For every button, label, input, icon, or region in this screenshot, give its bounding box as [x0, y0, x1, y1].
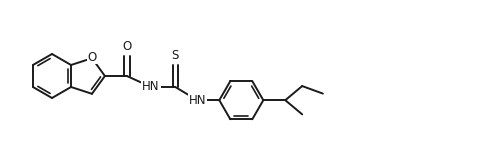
Text: HN: HN — [188, 94, 206, 107]
Text: O: O — [122, 40, 131, 53]
Text: HN: HN — [142, 81, 160, 93]
Text: O: O — [87, 51, 97, 64]
Text: S: S — [172, 49, 179, 62]
